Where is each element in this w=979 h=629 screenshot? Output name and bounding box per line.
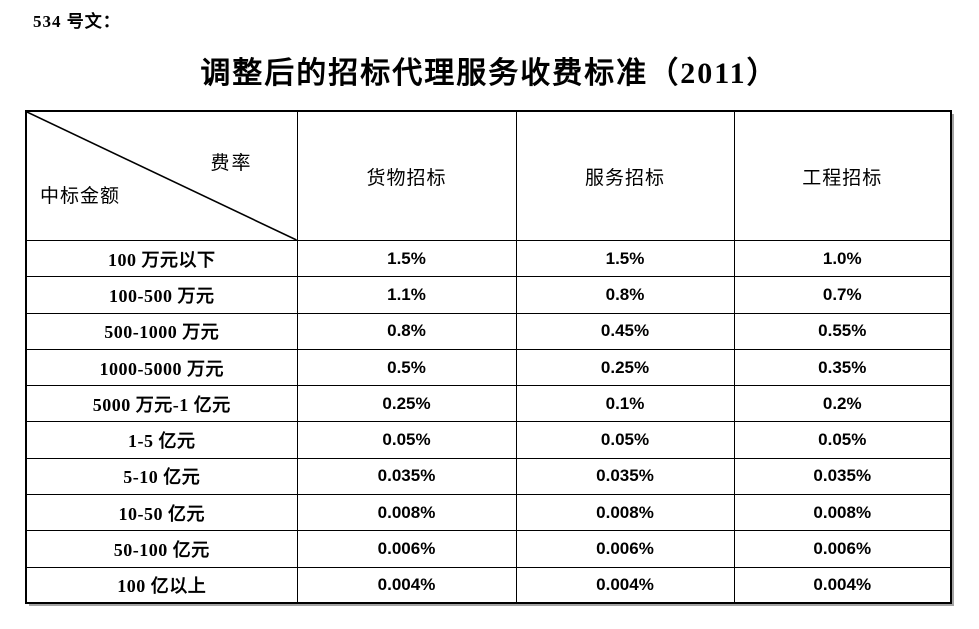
table-row: 1-5 亿元 0.05% 0.05% 0.05% <box>25 421 952 459</box>
fee-cell: 0.35% <box>733 348 952 387</box>
fee-cell: 1.5% <box>515 239 735 278</box>
fee-cell: 0.8% <box>515 276 735 314</box>
fee-cell: 0.004% <box>296 566 517 604</box>
row-label: 1-5 亿元 <box>25 421 298 459</box>
fee-cell: 0.006% <box>733 530 952 568</box>
table-row: 10-50 亿元 0.008% 0.008% 0.008% <box>25 494 952 532</box>
table-row: 100 万元以下 1.5% 1.5% 1.0% <box>25 239 952 278</box>
table-row: 100-500 万元 1.1% 0.8% 0.7% <box>25 276 952 314</box>
fee-cell: 0.05% <box>515 421 735 459</box>
fee-cell: 0.006% <box>515 530 735 568</box>
fee-cell: 0.008% <box>515 494 735 532</box>
fee-table: 费率 中标金额 货物招标 服务招标 工程招标 100 万元以下 1.5% 1.5… <box>25 110 952 605</box>
corner-label-bid-amount: 中标金额 <box>40 186 121 207</box>
fee-cell: 0.05% <box>733 421 952 459</box>
fee-cell: 0.7% <box>733 276 952 314</box>
fee-cell: 0.5% <box>296 348 517 387</box>
fee-cell: 0.004% <box>733 566 952 604</box>
fee-cell: 0.55% <box>733 312 952 350</box>
corner-label-fee-rate: 费率 <box>210 153 253 174</box>
fee-cell: 0.25% <box>296 385 517 423</box>
corner-header-cell: 费率 中标金额 <box>25 110 298 241</box>
fee-cell: 0.05% <box>296 421 517 459</box>
doc-number-label: 534 号文： <box>33 12 121 31</box>
fee-cell: 0.8% <box>296 312 517 350</box>
table-row: 1000-5000 万元 0.5% 0.25% 0.35% <box>25 348 952 387</box>
row-label: 10-50 亿元 <box>25 494 298 532</box>
fee-cell: 0.1% <box>515 385 735 423</box>
fee-cell: 0.004% <box>515 566 735 604</box>
row-label: 100 万元以下 <box>25 239 298 278</box>
table-row: 50-100 亿元 0.006% 0.006% 0.006% <box>25 530 952 568</box>
diagonal-divider-line <box>27 112 296 240</box>
fee-cell: 1.1% <box>296 276 517 314</box>
fee-cell: 0.035% <box>515 457 735 496</box>
header-row: 费率 中标金额 货物招标 服务招标 工程招标 <box>25 110 952 241</box>
row-label: 1000-5000 万元 <box>25 348 298 387</box>
fee-cell: 0.035% <box>733 457 952 496</box>
fee-cell: 0.25% <box>515 348 735 387</box>
page-title: 调整后的招标代理服务收费标准（2011） <box>200 57 779 90</box>
fee-cell: 1.5% <box>296 239 517 278</box>
row-label: 50-100 亿元 <box>25 530 298 568</box>
fee-cell: 0.008% <box>733 494 952 532</box>
table-row: 5000 万元-1 亿元 0.25% 0.1% 0.2% <box>25 385 952 423</box>
column-header-goods: 货物招标 <box>296 110 517 241</box>
fee-cell: 0.2% <box>733 385 952 423</box>
row-label: 5000 万元-1 亿元 <box>25 385 298 423</box>
column-header-engineering: 工程招标 <box>733 110 952 241</box>
row-label: 100 亿以上 <box>25 566 298 604</box>
fee-cell: 1.0% <box>733 239 952 278</box>
column-header-service: 服务招标 <box>515 110 735 241</box>
fee-cell: 0.035% <box>296 457 517 496</box>
fee-cell: 0.008% <box>296 494 517 532</box>
row-label: 100-500 万元 <box>25 276 298 314</box>
fee-cell: 0.006% <box>296 530 517 568</box>
row-label: 5-10 亿元 <box>25 457 298 496</box>
fee-cell: 0.45% <box>515 312 735 350</box>
table-row: 500-1000 万元 0.8% 0.45% 0.55% <box>25 312 952 350</box>
row-label: 500-1000 万元 <box>25 312 298 350</box>
table-row: 5-10 亿元 0.035% 0.035% 0.035% <box>25 457 952 496</box>
table-row: 100 亿以上 0.004% 0.004% 0.004% <box>25 566 952 604</box>
